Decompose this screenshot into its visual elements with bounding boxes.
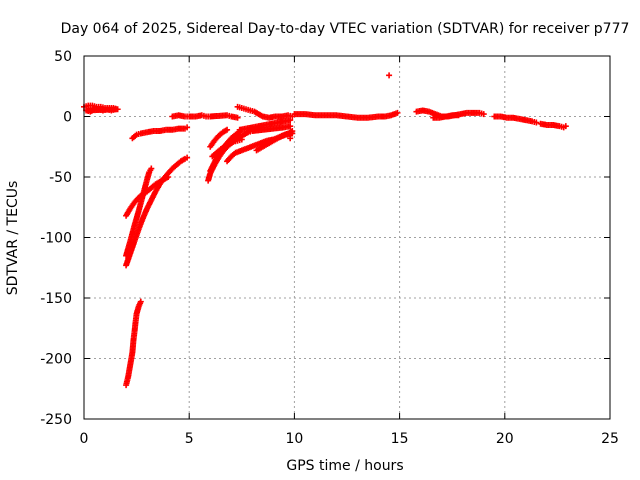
y-axis-ticks: 50 0 -50 -100 -150 -200 -250 (40, 49, 610, 428)
x-tick-label: 0 (80, 431, 89, 447)
chart-title: Day 064 of 2025, Sidereal Day-to-day VTE… (61, 21, 630, 37)
y-tick-label: -250 (40, 412, 72, 428)
data-point (137, 298, 144, 305)
x-tick-label: 25 (601, 431, 619, 447)
data-point (562, 123, 569, 130)
data-point (184, 154, 191, 161)
data-points (81, 72, 569, 389)
data-point (394, 109, 401, 116)
x-axis-ticks: 0 5 10 15 20 25 (80, 56, 619, 447)
x-tick-label: 20 (496, 431, 514, 447)
y-tick-label: 50 (54, 49, 72, 65)
x-tick-label: 5 (185, 431, 194, 447)
y-tick-label: -100 (40, 231, 72, 247)
data-point (480, 111, 487, 118)
x-tick-label: 10 (285, 431, 303, 447)
data-point (184, 124, 191, 131)
data-point (386, 72, 393, 79)
data-point (287, 123, 294, 130)
data-point (455, 112, 462, 119)
data-point (234, 114, 241, 121)
x-tick-label: 15 (391, 431, 409, 447)
data-point (165, 174, 172, 180)
data-point (224, 126, 231, 133)
y-tick-label: -150 (40, 291, 72, 307)
y-tick-label: -200 (40, 352, 72, 368)
y-axis-label: SDTVAR / TECUs (5, 181, 21, 296)
data-point (533, 119, 540, 126)
data-point (112, 106, 119, 113)
y-tick-label: 0 (63, 110, 72, 126)
data-point (148, 165, 155, 172)
data-point (289, 128, 296, 135)
x-axis-label: GPS time / hours (286, 458, 403, 474)
data-point (238, 136, 245, 143)
y-tick-label: -50 (49, 170, 72, 186)
data-point (287, 135, 294, 142)
